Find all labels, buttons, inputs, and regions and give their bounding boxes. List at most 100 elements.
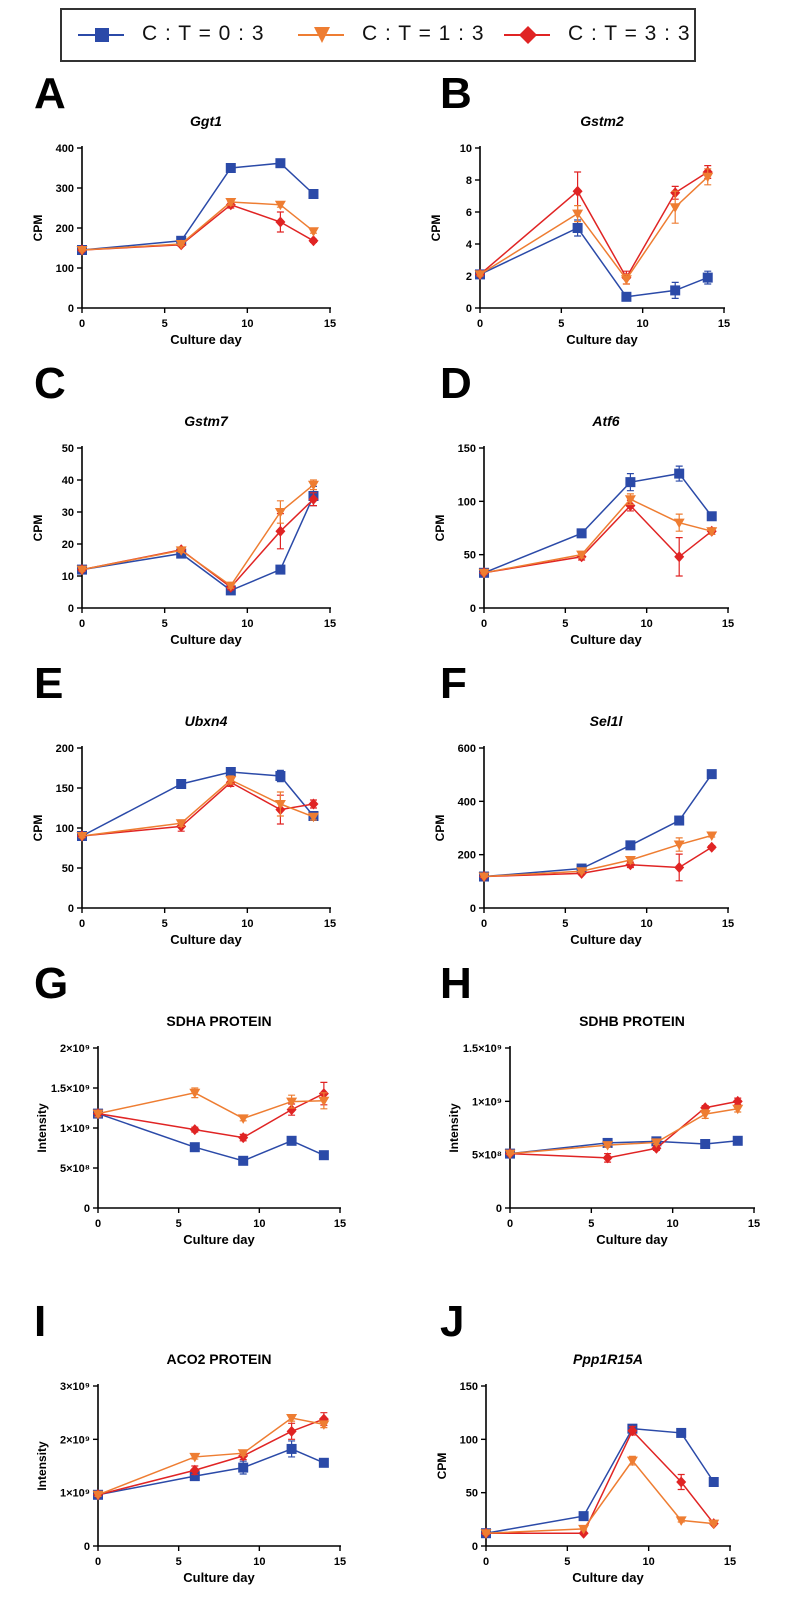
data-point [225,198,237,208]
chart-panel-h: H SDHB PROTEIN 0 5×10⁸ 1×10⁹ 1.5×10⁹ 0 5 10 15 Cul… [440,959,760,1247]
data-point [480,1529,492,1539]
x-axis-label: Culture day [170,632,242,647]
x-axis-label: Culture day [183,1570,255,1585]
data-point [176,779,187,789]
data-point [175,546,187,556]
data-point [76,832,88,842]
x-tick-label: 15 [324,618,336,630]
y-tick-label: 600 [458,743,476,755]
data-point [238,1462,249,1473]
series-2 [93,1081,329,1144]
x-tick-label: 15 [724,1556,736,1568]
data-point [700,1139,711,1149]
data-point [225,163,236,173]
data-point [576,528,587,539]
data-point [708,1519,720,1530]
data-point [572,209,584,220]
x-tick-label: 5 [176,1218,182,1230]
series-1 [478,831,718,883]
data-point [307,227,319,237]
x-tick-label: 10 [241,318,253,330]
data-point [626,1456,638,1467]
y-tick-label: 2×10⁹ [60,1043,90,1055]
data-point [189,1471,200,1482]
x-tick-label: 15 [334,1218,346,1230]
y-axis-label: CPM [31,515,45,542]
y-tick-label: 20 [62,539,74,551]
data-point [708,1477,719,1487]
y-tick-label: 8 [466,175,472,187]
data-point [620,275,632,285]
data-point [237,1114,249,1124]
y-axis-label: Intensity [35,1103,49,1153]
panel-letter: E [34,659,63,708]
data-point [706,841,717,853]
series-line [479,171,709,280]
legend: C : T = 0 : 3 C : T = 1 : 3 C : T = 3 : … [60,8,696,62]
panel-letter: J [440,1297,464,1346]
x-axis-label: Culture day [170,332,242,347]
y-tick-label: 1×10⁹ [60,1123,90,1135]
data-point [225,767,236,777]
y-tick-label: 30 [62,507,74,519]
x-axis-label: Culture day [183,1232,255,1247]
data-point [699,1110,711,1120]
chart-panel-c: C Gstm7 0 10 20 30 40 50 0 5 10 15 Culture day CPM [31,359,336,647]
x-tick-label: 0 [483,1556,489,1568]
data-point [275,771,286,781]
series-line [97,1092,324,1120]
panel-letter: G [34,959,68,1008]
x-tick-label: 10 [641,618,653,630]
y-tick-label: 5×10⁸ [60,1163,90,1175]
panel-letter: C [34,359,66,408]
y-tick-label: 2 [466,271,472,283]
x-tick-label: 15 [718,318,730,330]
x-tick-label: 15 [324,918,336,930]
chart-title: Gstm7 [184,413,229,429]
data-point [238,1132,249,1144]
chart-title: Gstm2 [580,113,624,129]
data-point [676,1476,687,1488]
y-tick-label: 50 [466,1488,478,1500]
x-tick-label: 5 [562,918,568,930]
y-tick-label: 5×10⁸ [472,1150,502,1162]
x-tick-label: 15 [722,918,734,930]
chart-title: Sel1l [590,713,624,729]
data-point [308,235,319,247]
data-point [576,550,588,561]
chart-title: SDHA PROTEIN [166,1013,271,1029]
x-tick-label: 0 [481,918,487,930]
x-tick-label: 15 [324,318,336,330]
y-axis-label: CPM [31,815,45,842]
series-1 [92,1414,330,1501]
y-axis-label: CPM [433,515,447,542]
panel-letter: I [34,1297,46,1346]
data-point [674,468,685,479]
y-tick-label: 50 [464,550,476,562]
x-tick-label: 5 [562,618,568,630]
y-tick-label: 10 [460,143,472,155]
y-tick-label: 1×10⁹ [472,1096,502,1108]
data-point [674,861,685,873]
x-axis-label: Culture day [570,632,642,647]
legend-label: C : T = 3 : 3 [568,22,691,45]
chart-title: ACO2 PROTEIN [166,1351,271,1367]
data-point [175,240,187,250]
panel-letter: F [440,659,467,708]
x-tick-label: 10 [643,1556,655,1568]
data-point [478,568,490,579]
legend-label: C : T = 0 : 3 [142,22,265,45]
data-point [674,815,685,826]
y-tick-label: 1×10⁹ [60,1488,90,1500]
x-tick-label: 5 [564,1556,570,1568]
data-point [474,270,486,280]
data-point [576,867,588,877]
data-point [308,798,319,810]
series-2 [475,165,713,285]
y-axis-label: CPM [429,215,443,242]
data-point [286,1414,298,1424]
data-point [92,1490,104,1501]
series-1 [478,493,718,579]
legend-item-series-1: C : T = 1 : 3 [296,10,486,60]
